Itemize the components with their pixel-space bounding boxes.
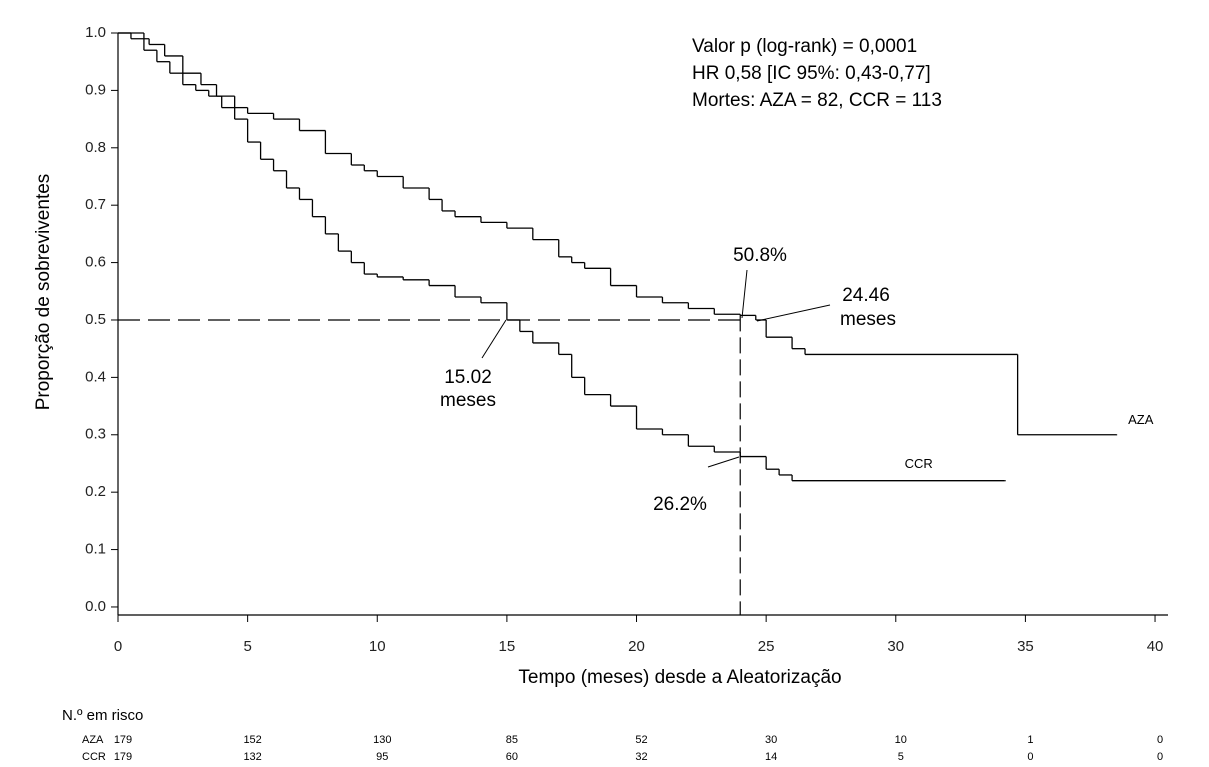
y-tick-label: 0.5 [85,311,106,328]
annotation: 50.8% [733,245,787,266]
stats-line: HR 0,58 [IC 95%: 0,43-0,77] [692,63,931,84]
y-tick-label: 0.6 [85,254,106,271]
y-axis-label: Proporção de sobreviventes [33,174,54,411]
risk-value: 60 [506,751,518,763]
risk-value: 30 [765,734,777,746]
stats-line: Mortes: AZA = 82, CCR = 113 [692,90,942,111]
risk-row-label: AZA [82,734,104,746]
x-tick-label: 15 [499,638,516,655]
risk-value: 85 [506,734,518,746]
annotation: 15.02 [444,367,492,388]
leader-line [481,319,507,359]
y-tick-label: 0.8 [85,139,106,156]
x-tick-label: 0 [114,638,122,655]
x-tick-label: 5 [243,638,251,655]
stats-line: Valor p (log-rank) = 0,0001 [692,36,917,57]
risk-value: 14 [765,751,777,763]
risk-value: 1 [1027,734,1033,746]
annotation: 24.46 [842,285,890,306]
risk-value: 5 [898,751,904,763]
annotation: meses [840,309,896,330]
y-tick-label: 0.2 [85,483,106,500]
risk-value: 52 [635,734,647,746]
series-label: CCR [905,456,933,471]
risk-value: 152 [243,734,261,746]
x-tick-label: 25 [758,638,775,655]
y-tick-label: 0.3 [85,426,106,443]
risk-value: 132 [243,751,261,763]
leader-line [707,456,740,468]
risk-value: 32 [635,751,647,763]
series-label: AZA [1128,412,1154,427]
risk-value: 0 [1027,751,1033,763]
risk-row-label: CCR [82,751,106,763]
y-tick-label: 1.0 [85,24,106,41]
leader-line [741,269,748,319]
y-tick-label: 0.9 [85,81,106,98]
risk-table-title: N.º em risco [62,707,143,724]
x-tick-label: 10 [369,638,386,655]
risk-value: 130 [373,734,391,746]
annotation: 26.2% [653,494,707,515]
y-tick-label: 0.7 [85,196,106,213]
x-tick-label: 35 [1017,638,1034,655]
risk-value: 95 [376,751,388,763]
risk-value: 0 [1157,734,1163,746]
risk-value: 10 [895,734,907,746]
x-tick-label: 30 [887,638,904,655]
leader-line [756,304,831,322]
x-tick-label: 20 [628,638,645,655]
risk-value: 179 [114,751,132,763]
y-tick-label: 0.0 [85,598,106,615]
y-tick-label: 0.1 [85,541,106,558]
annotation: meses [440,390,496,411]
risk-value: 179 [114,734,132,746]
y-tick-label: 0.4 [85,368,106,385]
x-tick-label: 40 [1147,638,1164,655]
x-axis-label: Tempo (meses) desde a Aleatorização [518,667,841,688]
risk-value: 0 [1157,751,1163,763]
